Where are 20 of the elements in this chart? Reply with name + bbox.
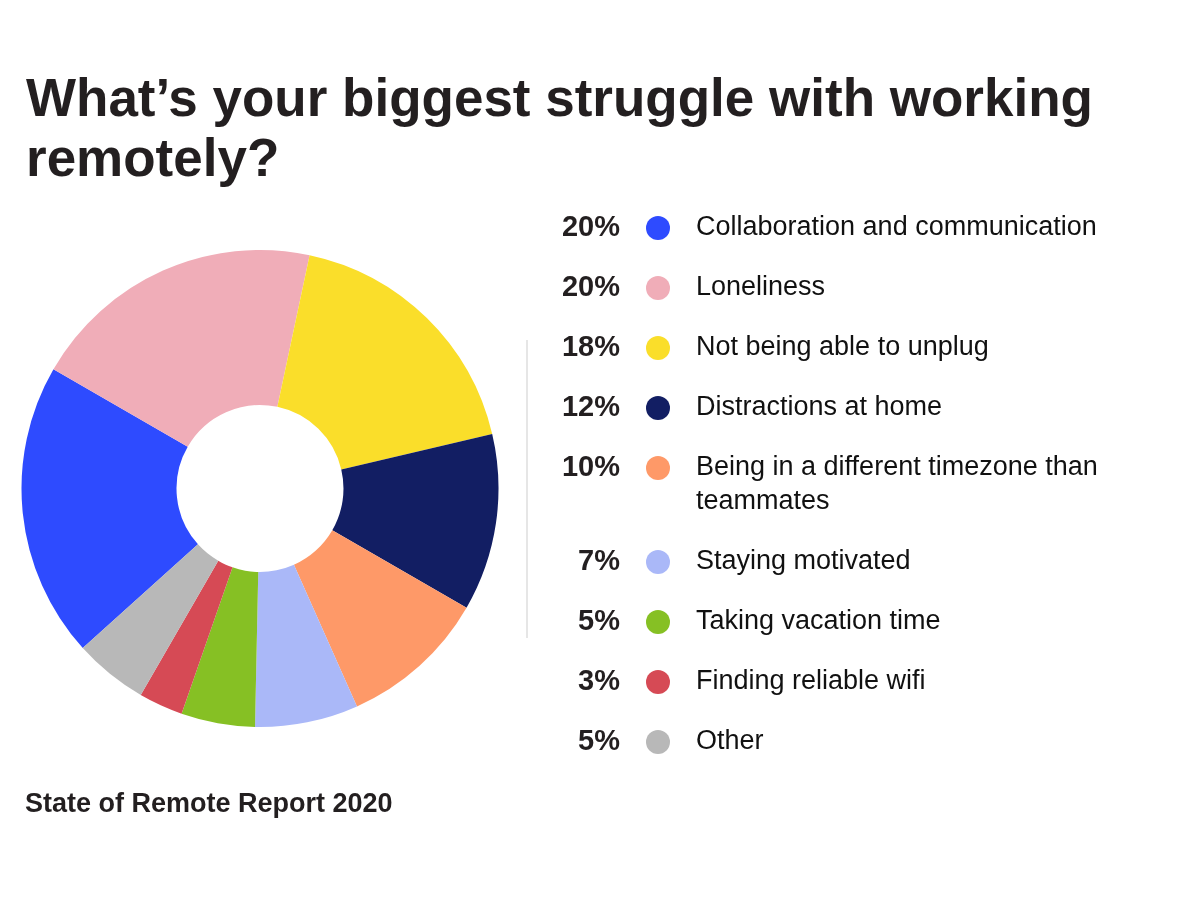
data-label: 7%: [578, 544, 621, 576]
data-label: 12%: [561, 390, 621, 422]
legend-label: Distractions at home: [696, 391, 943, 422]
data-label: 10%: [561, 450, 621, 482]
data-label: 3%: [578, 664, 621, 696]
legend-label: Not being able to unplug: [696, 331, 989, 362]
legend-label: Other: [696, 725, 764, 756]
data-label: 5%: [578, 604, 621, 636]
chart-title: What’s your biggest struggle with working remotely?: [26, 68, 1094, 188]
legend-label: Being in a different timezone than teammates: [696, 451, 1098, 516]
data-label: 20%: [561, 270, 621, 302]
legend-label: Collaboration and communication: [696, 211, 1097, 242]
legend-label: Finding reliable wifi: [696, 665, 926, 696]
legend-label: Loneliness: [696, 271, 826, 302]
data-label: 20%: [561, 210, 621, 242]
data-label: 5%: [578, 724, 621, 756]
legend-label: Staying motivated: [696, 545, 911, 576]
data-label: 18%: [561, 330, 621, 362]
text: State of Remote Report 2020: [25, 787, 393, 820]
legend-label: Taking vacation time: [696, 605, 941, 636]
